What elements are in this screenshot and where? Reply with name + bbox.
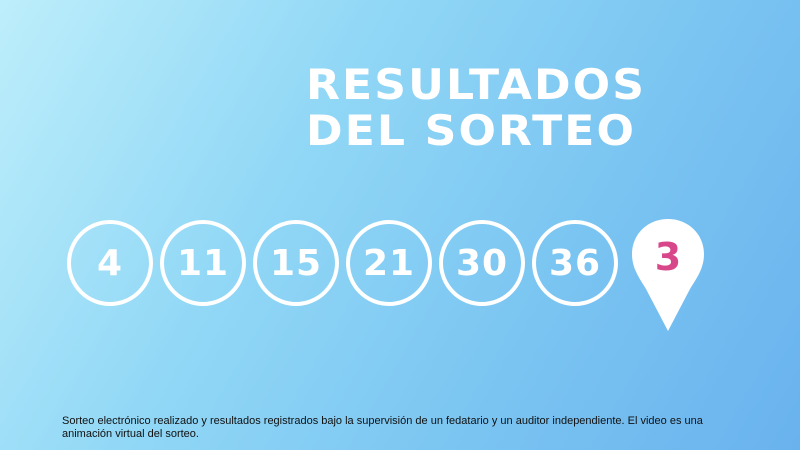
title-line-1: RESULTADOS xyxy=(306,60,647,109)
disclaimer-text: Sorteo electrónico realizado y resultado… xyxy=(62,415,703,440)
reintegro-number: 3 xyxy=(654,235,682,279)
number-ball: 15 xyxy=(253,220,339,306)
reintegro-pin: 3 xyxy=(630,217,706,333)
map-pin-icon xyxy=(632,219,704,331)
number-ball: 11 xyxy=(160,220,246,306)
number-ball: 30 xyxy=(439,220,525,306)
number-ball: 4 xyxy=(67,220,153,306)
number-ball: 21 xyxy=(346,220,432,306)
page-title: RESULTADOS DEL SORTEO xyxy=(306,62,646,154)
number-ball: 36 xyxy=(532,220,618,306)
title-line-2: DEL SORTEO xyxy=(306,106,637,155)
